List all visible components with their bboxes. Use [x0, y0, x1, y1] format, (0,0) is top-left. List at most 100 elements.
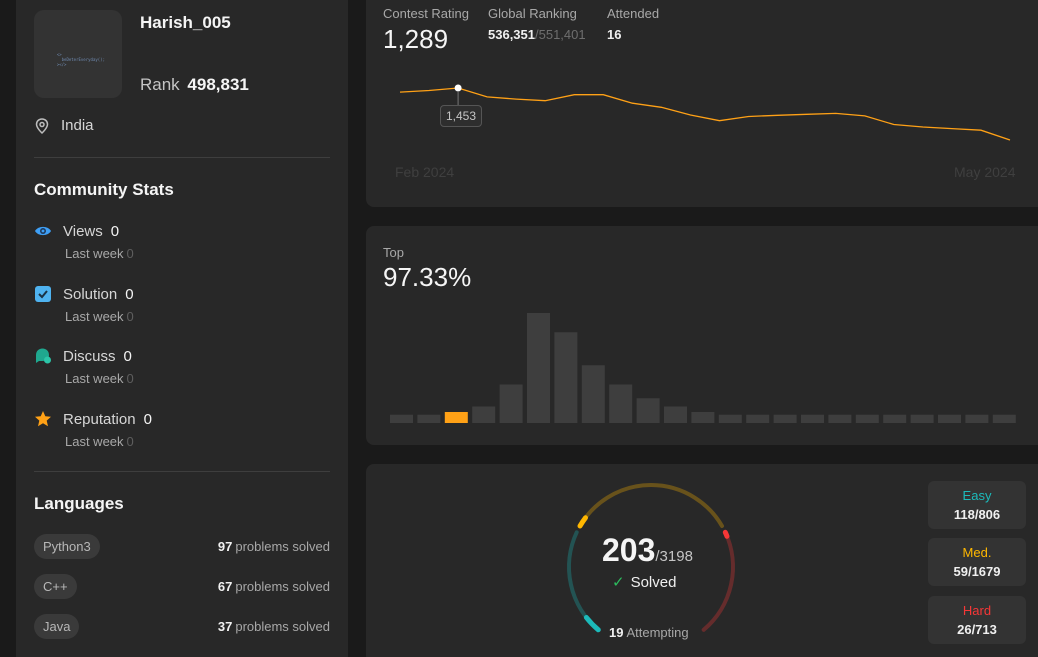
percentile-bar[interactable] — [636, 398, 660, 423]
location-pin-icon — [35, 117, 49, 134]
solved-count: 203/3198 — [602, 532, 693, 568]
difficulty-value: 26/713 — [957, 622, 997, 637]
difficulty-hard[interactable]: Hard 26/713 — [928, 596, 1026, 644]
difficulty-label: Med. — [962, 545, 992, 560]
avatar-code-graphic: <> beDeterEveryday(); ></> — [56, 52, 105, 67]
rating-line-chart[interactable] — [366, 0, 1038, 207]
language-chip[interactable]: Java — [34, 613, 80, 639]
stat-last-week: Last week 0 — [65, 434, 134, 449]
language-solved: 97 problems solved — [217, 538, 330, 554]
language-row: Python3 97 problems solved — [34, 533, 330, 559]
global-ranking-value: 536,351/551,401 — [488, 27, 586, 42]
percentile-bar[interactable] — [855, 414, 879, 423]
community-stats-title: Community Stats — [34, 180, 174, 199]
stat-last-week: Last week 0 — [65, 371, 134, 386]
language-row: Java 37 problems solved — [34, 613, 330, 639]
percentile-bar[interactable] — [773, 414, 797, 423]
checkmark-icon: ✓ — [612, 574, 625, 591]
divider — [34, 471, 330, 472]
difficulty-easy[interactable]: Easy 118/806 — [928, 481, 1026, 529]
avatar[interactable]: <> beDeterEveryday(); ></> — [34, 10, 122, 98]
difficulty-label: Hard — [962, 603, 992, 618]
hard-progress — [722, 529, 730, 539]
eye-icon — [34, 222, 52, 240]
percentile-bar[interactable] — [417, 414, 441, 423]
percentile-bar[interactable] — [472, 406, 496, 424]
difficulty-value: 118/806 — [953, 507, 1001, 522]
username: Harish_005 — [140, 13, 231, 32]
contest-rating-value: 1,289 — [383, 24, 449, 54]
difficulty-medium[interactable]: Med. 59/1679 — [928, 538, 1026, 586]
percentile-bar[interactable] — [992, 414, 1016, 423]
percentile-bar[interactable] — [554, 332, 578, 423]
top-percentage: 97.33% — [383, 262, 472, 292]
percentile-bar-current[interactable] — [444, 412, 468, 423]
stat-discuss: Discuss 0 Last week 0 — [34, 347, 334, 386]
language-row: C++ 67 problems solved — [34, 573, 330, 599]
medium-track — [578, 483, 724, 528]
x-axis-end-label: May 2024 — [954, 164, 1016, 180]
stat-value: 0 — [123, 347, 132, 365]
percentile-bar[interactable] — [609, 384, 633, 424]
global-ranking-label: Global Ranking — [488, 6, 577, 21]
hard-track — [701, 530, 735, 632]
stat-value: 0 — [143, 410, 152, 428]
attended-value: 16 — [607, 27, 622, 42]
stat-last-week: Last week 0 — [65, 309, 134, 324]
rank-label: Rank — [140, 75, 180, 94]
difficulty-label: Easy — [962, 488, 992, 503]
stat-views: Views 0 Last week 0 — [34, 222, 334, 261]
top-percentile-card: Top 97.33% — [366, 226, 1038, 445]
profile-sidebar: <> beDeterEveryday(); ></> Harish_005 Ra… — [16, 0, 348, 657]
location: India — [35, 117, 94, 134]
solved-problems-card: 203/3198 ✓ Solved 19 Attempting Easy 118/8… — [366, 464, 1038, 657]
contest-rating-label: Contest Rating — [383, 6, 469, 21]
medium-progress — [577, 515, 588, 529]
percentile-bar[interactable] — [691, 412, 715, 423]
percentile-bar[interactable] — [883, 414, 907, 423]
percentile-bar[interactable] — [581, 365, 605, 423]
percentile-bar[interactable] — [390, 414, 413, 423]
stat-label: Reputation — [63, 410, 136, 428]
attempting-label: 19 Attempting — [609, 625, 689, 640]
percentile-bar-chart[interactable] — [366, 226, 1038, 445]
stat-solution: Solution 0 Last week 0 — [34, 285, 334, 324]
divider — [34, 157, 330, 158]
location-text: India — [61, 117, 94, 134]
easy-progress — [583, 615, 601, 633]
contest-rating-card: Contest Rating 1,289 Global Ranking 536,… — [366, 0, 1038, 207]
languages-title: Languages — [34, 494, 124, 513]
star-icon — [34, 410, 52, 428]
rating-tooltip: 1,453 — [440, 105, 483, 127]
rank: Rank 498,831 — [140, 75, 249, 95]
percentile-bar[interactable] — [499, 384, 523, 424]
language-chip[interactable]: Python3 — [34, 533, 100, 559]
percentile-bar[interactable] — [801, 414, 824, 423]
difficulty-value: 59/1679 — [953, 564, 1001, 579]
percentile-bar[interactable] — [746, 414, 770, 423]
percentile-bar[interactable] — [938, 414, 961, 423]
rating-line — [399, 87, 1011, 141]
language-solved: 67 problems solved — [217, 578, 330, 594]
percentile-bar[interactable] — [718, 414, 742, 423]
solution-check-icon — [34, 285, 52, 303]
stat-label: Discuss — [63, 347, 116, 365]
percentile-bar[interactable] — [527, 313, 550, 423]
stat-last-week: Last week 0 — [65, 246, 134, 261]
stat-value: 0 — [110, 222, 120, 240]
rating-point-highlight[interactable] — [454, 84, 462, 92]
language-chip[interactable]: C++ — [34, 573, 77, 599]
top-label: Top — [383, 245, 404, 260]
stat-reputation: Reputation 0 Last week 0 — [34, 410, 334, 449]
percentile-bar[interactable] — [664, 406, 687, 424]
x-axis-start-label: Feb 2024 — [395, 164, 455, 180]
percentile-bar[interactable] — [910, 414, 934, 423]
stat-label: Views — [63, 222, 103, 240]
rank-value: 498,831 — [187, 75, 249, 94]
solved-progress-ring[interactable] — [366, 464, 1038, 657]
attended-label: Attended — [607, 6, 660, 21]
percentile-bar[interactable] — [965, 414, 989, 423]
percentile-bar[interactable] — [828, 414, 852, 423]
solved-label: ✓ Solved — [612, 574, 677, 591]
stat-value: 0 — [125, 285, 134, 303]
